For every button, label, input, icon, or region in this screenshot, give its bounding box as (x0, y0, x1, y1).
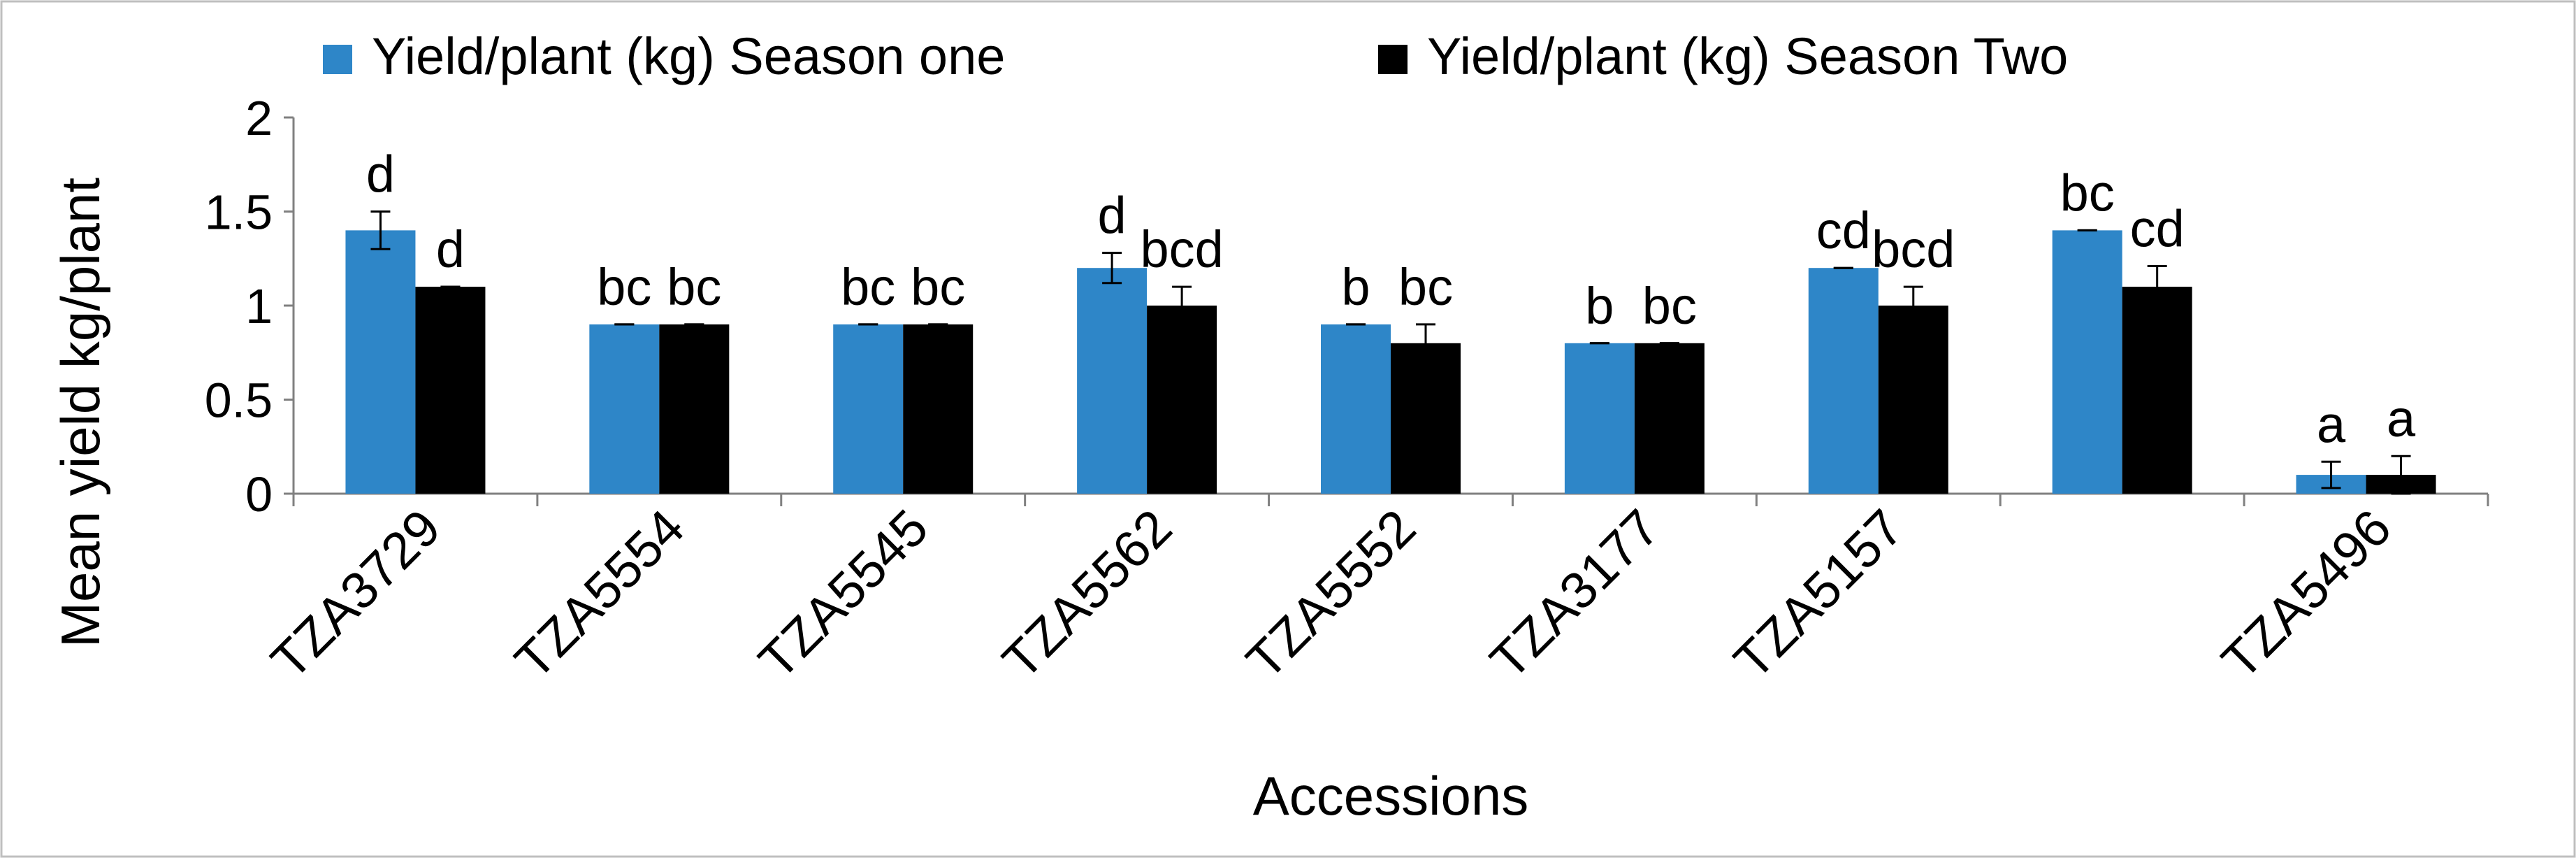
data-label: a (2387, 389, 2416, 448)
bar (833, 324, 904, 494)
bar (1808, 268, 1879, 494)
data-label: a (2317, 395, 2346, 453)
y-tick-label: 0 (245, 467, 273, 522)
y-tick-label: 0.5 (205, 373, 273, 428)
data-label: bc (667, 258, 721, 316)
legend-label-series-2: Yield/plant (kg) Season Two (1427, 27, 2068, 85)
legend: Yield/plant (kg) Season one Yield/plant … (323, 27, 2068, 85)
y-tick-label: 1 (245, 279, 273, 334)
bar (1391, 343, 1461, 494)
y-tick-label: 2 (245, 91, 273, 145)
data-label: bc (1642, 277, 1697, 335)
bar (1077, 268, 1148, 494)
data-label: b (1585, 277, 1614, 335)
y-axis: 0 0.5 1 1.5 2 (205, 91, 295, 522)
bar (1147, 306, 1217, 494)
bar (345, 230, 416, 494)
data-label: bcd (1140, 220, 1223, 278)
legend-label-series-1: Yield/plant (kg) Season one (372, 27, 1005, 85)
bar (589, 324, 660, 494)
data-label: bc (2060, 164, 2115, 222)
data-label: b (1341, 258, 1370, 316)
data-label: cd (2130, 200, 2185, 258)
bar (659, 324, 730, 494)
bar (1878, 306, 1948, 494)
bar (1321, 324, 1391, 494)
data-label: bc (1398, 258, 1453, 316)
data-label: d (1098, 187, 1127, 245)
y-axis-title: Mean yield kg/plant (50, 178, 111, 648)
data-label: bc (911, 258, 965, 316)
bar (1634, 343, 1705, 494)
data-label: cd (1816, 201, 1871, 259)
y-tick-label: 1.5 (205, 185, 273, 240)
data-label: d (436, 220, 465, 278)
bar (903, 324, 974, 494)
bar (1564, 343, 1635, 494)
legend-swatch-series-1 (323, 45, 352, 74)
data-label: d (366, 145, 395, 203)
data-label: bc (597, 258, 651, 316)
data-label: bcd (1872, 220, 1955, 278)
bar (415, 287, 486, 494)
bar (2122, 287, 2192, 494)
bar (2052, 230, 2122, 494)
legend-swatch-series-2 (1378, 45, 1408, 74)
data-label: bc (841, 258, 895, 316)
x-axis-title: Accessions (1253, 765, 1529, 827)
